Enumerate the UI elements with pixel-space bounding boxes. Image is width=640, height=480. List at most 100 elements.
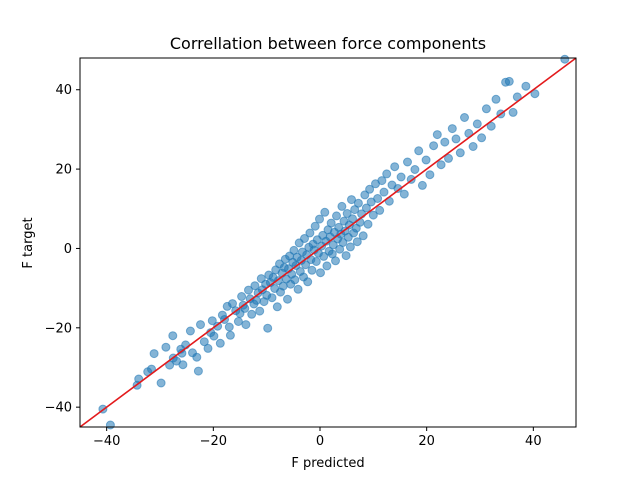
data-point [255, 306, 265, 316]
data-point [403, 157, 412, 167]
data-point [293, 284, 303, 294]
data-point [331, 256, 340, 266]
data-point [207, 316, 217, 326]
data-point [455, 148, 465, 158]
data-point [328, 240, 338, 250]
data-point [225, 330, 235, 340]
data-point [390, 162, 400, 172]
data-point [440, 137, 450, 147]
data-point [436, 160, 446, 170]
data-point [472, 119, 482, 129]
data-point [486, 121, 496, 131]
data-point [560, 54, 570, 64]
data-point [410, 165, 420, 174]
data-point [382, 169, 392, 179]
x-tick-label: −20 [200, 434, 227, 449]
x-tick-label: 20 [418, 434, 435, 449]
data-point [373, 194, 383, 203]
data-point [508, 107, 518, 117]
data-point [272, 302, 282, 312]
y-tick-label: 0 [64, 242, 72, 257]
data-point [444, 153, 453, 163]
data-point [209, 331, 219, 341]
data-point [322, 261, 332, 271]
data-point [316, 268, 325, 278]
data-point [305, 228, 315, 238]
data-point [504, 76, 514, 86]
reference-line [79, 57, 577, 428]
data-point [399, 189, 409, 199]
data-point [421, 155, 431, 165]
data-point [301, 260, 311, 270]
data-point [425, 170, 435, 180]
data-point [338, 238, 348, 247]
data-point [311, 257, 321, 266]
data-point [360, 190, 370, 200]
data-point [353, 198, 363, 208]
y-axis-label: F target [21, 217, 36, 268]
data-point [320, 207, 330, 217]
data-point [358, 231, 368, 241]
y-tick-label: −40 [45, 401, 72, 416]
data-point [178, 360, 188, 370]
x-tick-label: 0 [316, 434, 324, 449]
x-tick-label: −40 [93, 434, 120, 449]
data-point [396, 172, 406, 182]
data-point [247, 309, 257, 319]
data-point [213, 321, 223, 331]
data-point [417, 180, 427, 190]
data-point [267, 293, 277, 303]
data-point [156, 378, 166, 388]
data-point [342, 209, 352, 218]
data-point [105, 420, 115, 430]
data-point [379, 187, 389, 197]
data-point [521, 81, 531, 91]
x-axis-label: F predicted [291, 456, 364, 471]
data-point [224, 322, 234, 332]
data-point [429, 141, 439, 151]
data-point [192, 352, 202, 362]
data-point [447, 124, 457, 134]
data-point [332, 211, 341, 221]
y-tick-label: −20 [45, 321, 72, 336]
data-point [326, 218, 336, 228]
data-point [250, 281, 260, 291]
data-point [244, 285, 253, 295]
data-point [377, 176, 387, 186]
data-point [348, 214, 357, 224]
data-point [460, 113, 469, 122]
data-point [237, 292, 247, 301]
data-point [368, 210, 378, 220]
data-point [199, 337, 209, 347]
data-point [319, 251, 329, 261]
points-layer [98, 54, 570, 430]
data-point [481, 104, 491, 114]
chart-title: Correllation between force components [170, 34, 486, 53]
data-point [337, 201, 347, 211]
data-point [307, 265, 317, 275]
plot-frame [79, 57, 577, 428]
data-point [341, 251, 351, 261]
data-point [315, 214, 324, 224]
y-tick-label: 20 [55, 163, 72, 178]
data-point [193, 366, 203, 376]
data-point [468, 142, 478, 151]
data-point [215, 338, 225, 348]
data-point [241, 320, 251, 330]
data-point [530, 89, 540, 99]
data-point [149, 349, 159, 359]
data-point [363, 219, 373, 229]
data-point [345, 242, 355, 252]
data-point [310, 221, 320, 231]
data-point [196, 320, 205, 330]
data-point [414, 146, 424, 156]
x-tick-label: 40 [525, 434, 542, 449]
x-axis-ticks: −40 −20 0 20 40 [93, 427, 542, 449]
y-axis-ticks: −40 −20 0 20 40 [45, 83, 80, 416]
data-point [263, 323, 273, 333]
data-point [375, 205, 385, 215]
data-point [303, 277, 313, 287]
data-point [203, 343, 213, 353]
y-tick-label: 40 [55, 83, 72, 98]
